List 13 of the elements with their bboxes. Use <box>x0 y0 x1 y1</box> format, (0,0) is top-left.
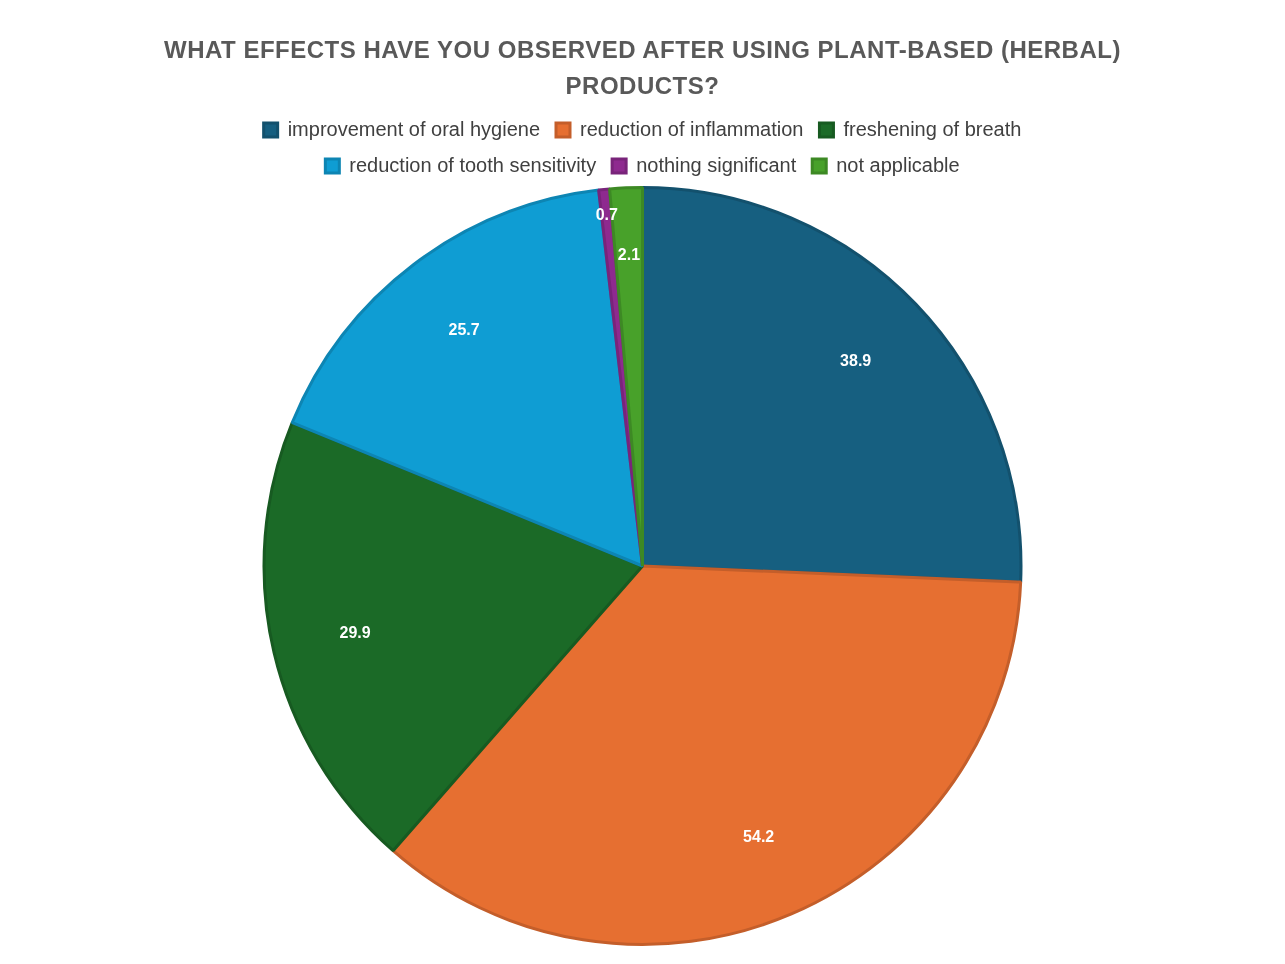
data-label: 54.2 <box>743 827 775 845</box>
chart-title: WHAT EFFECTS HAVE YOU OBSERVED AFTER USING PLANT-BASED (HERBAL) PRODUCTS? <box>163 35 1122 101</box>
legend-label: improvement of oral hygiene <box>287 117 541 140</box>
data-label: 2.1 <box>617 246 641 264</box>
legend-label: freshening of breath <box>843 117 1022 140</box>
data-label: 38.9 <box>840 352 872 370</box>
legend-label: reduction of tooth sensitivity <box>349 153 597 176</box>
legend-label: not applicable <box>836 153 960 176</box>
legend-label: reduction of inflammation <box>580 117 804 140</box>
data-label: 0.7 <box>595 206 619 224</box>
data-label: 29.9 <box>339 624 371 642</box>
data-label: 25.7 <box>448 321 480 339</box>
legend-label: nothing significant <box>636 153 797 176</box>
